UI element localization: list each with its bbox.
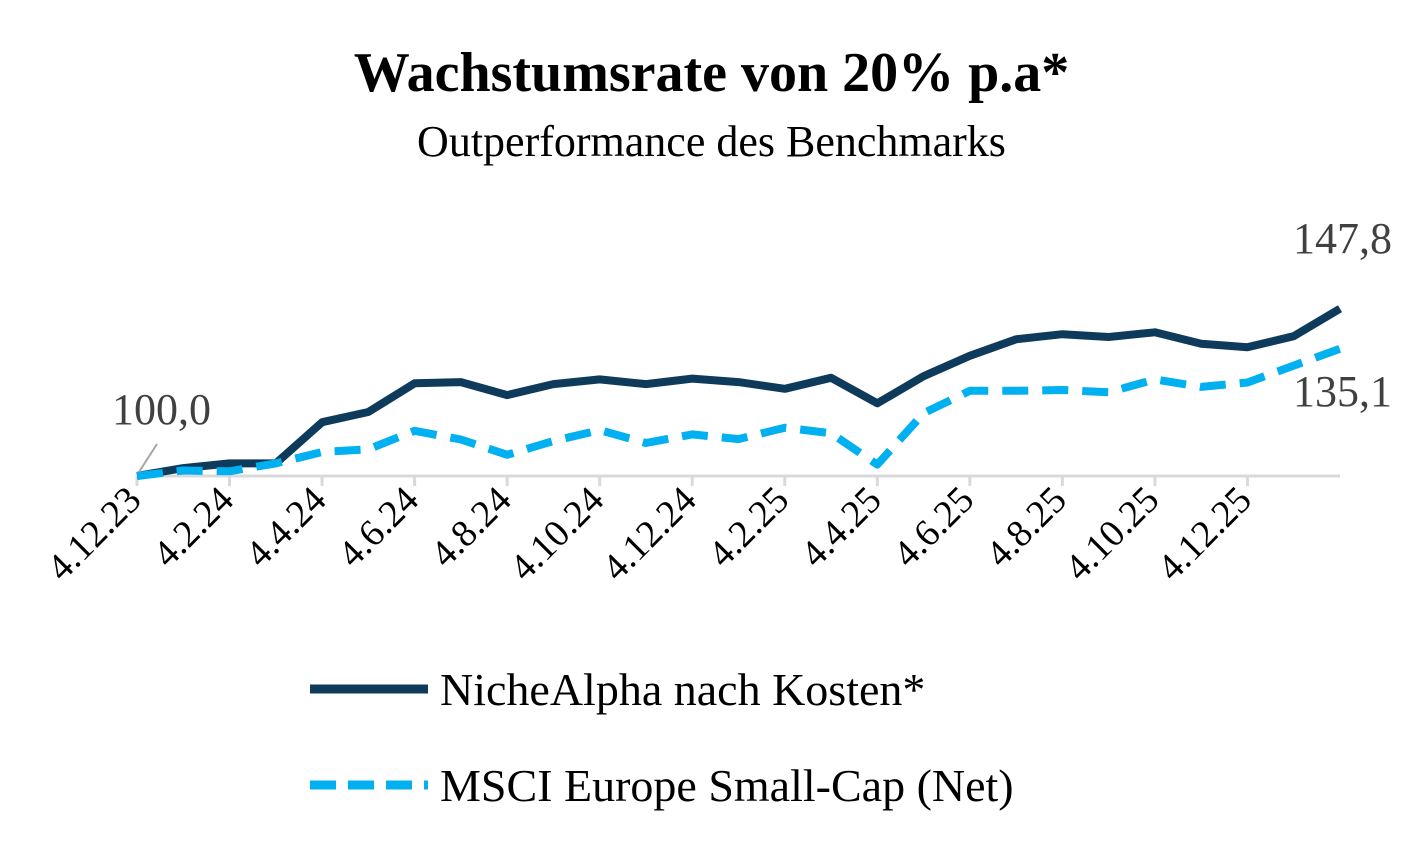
x-tick-label: 4.4.25 — [793, 479, 890, 576]
chart-subtitle: Outperformance des Benchmarks — [417, 117, 1006, 166]
series-line-msci — [136, 345, 1342, 480]
start-value-label: 100,0 — [112, 385, 211, 434]
end-value-label-msci: 135,1 — [1293, 367, 1392, 416]
end-value-label-nichealpha: 147,8 — [1293, 214, 1392, 263]
legend: NicheAlpha nach Kosten* MSCI Europe Smal… — [310, 660, 1014, 852]
x-tick-label: 4.2.24 — [145, 479, 242, 576]
series-line-nichealpha — [136, 305, 1343, 480]
legend-label-nichealpha: NicheAlpha nach Kosten* — [440, 663, 926, 715]
legend-item-msci[interactable]: MSCI Europe Small-Cap (Net) — [310, 756, 1014, 814]
x-tick-label: 4.4.24 — [238, 479, 335, 576]
x-tick-label: 4.12.25 — [1150, 479, 1260, 589]
chart-title: Wachstumsrate von 20% p.a* — [353, 42, 1070, 104]
x-tick-label: 4.10.25 — [1057, 479, 1167, 589]
x-tick-label: 4.6.24 — [330, 479, 427, 576]
legend-item-nichealpha[interactable]: NicheAlpha nach Kosten* — [310, 660, 1014, 718]
legend-swatch-dashed — [310, 780, 428, 790]
x-tick-label: 4.6.25 — [885, 479, 982, 576]
legend-swatch-solid — [310, 684, 428, 694]
start-label-leader — [138, 443, 158, 473]
x-tick-label: 4.12.23 — [39, 479, 149, 589]
legend-label-msci: MSCI Europe Small-Cap (Net) — [440, 759, 1014, 811]
x-tick-label: 4.12.24 — [594, 479, 704, 589]
x-tick-label: 4.10.24 — [502, 479, 612, 589]
x-tick-label: 4.2.25 — [700, 479, 797, 576]
